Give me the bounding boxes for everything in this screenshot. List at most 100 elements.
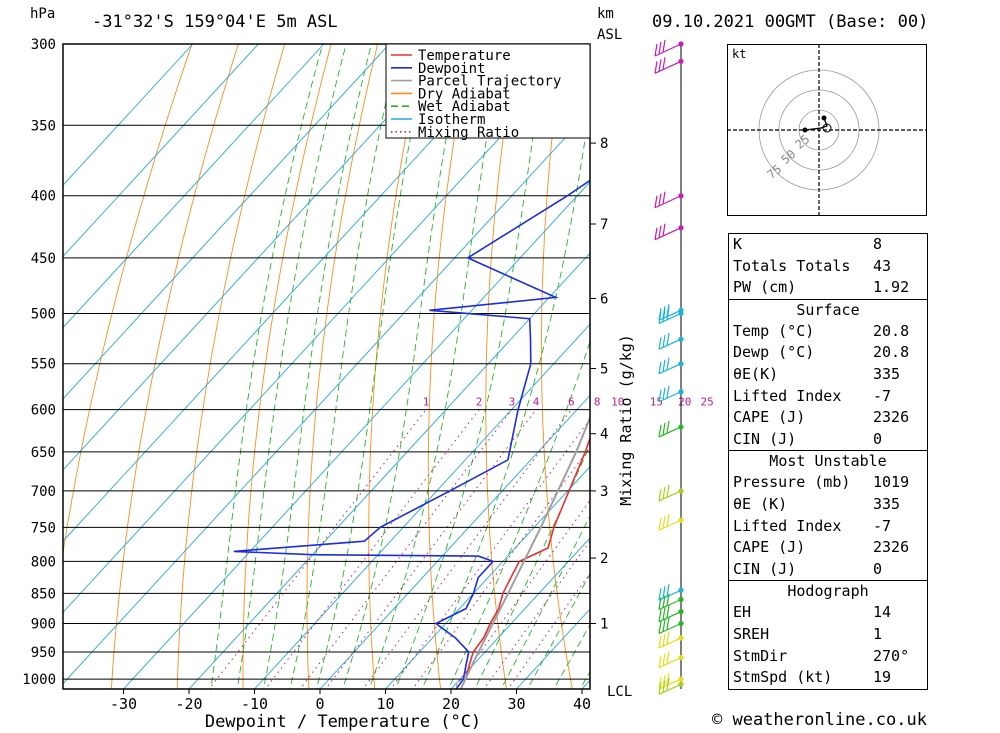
wind-barb	[658, 605, 682, 623]
wet-adiabat-line	[263, 44, 372, 689]
legend-item: Temperature	[418, 48, 511, 64]
isotherm-line	[385, 466, 590, 689]
mixing-ratio-line	[325, 409, 537, 689]
wet-adiabat-line	[289, 44, 400, 689]
km-tick-label: 1	[600, 616, 608, 632]
indices-table: K 8 Totals Totals 43 PW (cm) 1.92 Surface Tem…	[728, 233, 928, 690]
dry-adiabat-line	[176, 44, 286, 689]
surface-index-value: -7	[873, 386, 892, 405]
mixing-ratio-label: 15	[650, 396, 663, 409]
wet-adiabat-line	[368, 44, 504, 689]
index-label: Totals Totals	[733, 256, 851, 275]
surface-index-value: 20.8	[873, 343, 910, 362]
wind-barb	[658, 514, 682, 531]
wind-barb	[658, 385, 682, 403]
hodograph-section-title: Hodograph	[787, 582, 869, 601]
km-tick-label: 3	[600, 484, 608, 500]
wind-barb	[658, 651, 682, 669]
isotherm-line	[63, 44, 456, 471]
surface-index-label: Temp (°C)	[733, 321, 815, 340]
surface-index-row: θE(K) 335	[729, 364, 927, 386]
index-row: Totals Totals 43	[729, 256, 927, 278]
legend-item: Isotherm	[418, 112, 485, 128]
pressure-unit-label: hPa	[30, 6, 56, 22]
dewpoint-line	[233, 179, 590, 689]
x-axis-title: Dewpoint / Temperature (°C)	[205, 712, 481, 732]
y-tick-label: 600	[31, 403, 56, 419]
mu-index-row: Lifted Index -7	[729, 516, 927, 538]
surface-index-row: Dewp (°C) 20.8	[729, 342, 927, 364]
isotherm-line	[63, 44, 521, 542]
isotherm-line	[63, 44, 259, 258]
surface-index-value: 2326	[873, 408, 910, 427]
y-tick-label: 450	[31, 251, 56, 267]
dry-adiabat-line	[427, 44, 471, 689]
isotherm-line	[63, 44, 390, 400]
location-title: -31°32'S 159°04'E 5m ASL	[92, 12, 338, 32]
isotherm-line	[254, 323, 590, 689]
km-tick-label: 7	[600, 217, 608, 233]
legend-item: Dewpoint	[418, 61, 485, 77]
wind-barb	[654, 223, 682, 241]
y-tick-label: 950	[31, 645, 56, 661]
legend-item: Wet Adiabat	[418, 99, 511, 115]
mixing-ratio-label: 4	[533, 396, 540, 409]
surface-index-row: Lifted Index -7	[729, 386, 927, 408]
mu-index-row: CAPE (J) 2326	[729, 537, 927, 559]
legend-item: Dry Adiabat	[418, 86, 511, 102]
wet-adiabat-line	[395, 44, 549, 689]
wind-barb	[658, 678, 682, 695]
isotherm-line	[63, 44, 325, 329]
hodo-index-row: EH 14	[729, 602, 927, 624]
temperature-line	[460, 435, 590, 689]
y-tick-label: 850	[31, 586, 56, 602]
mixing-ratio-line	[264, 409, 480, 689]
mu-index-label: Lifted Index	[733, 516, 842, 535]
mu-index-value: -7	[873, 516, 892, 535]
wet-adiabat-line	[421, 105, 590, 689]
km-tick-label: 8	[600, 136, 608, 152]
x-tick-label: 0	[315, 695, 324, 713]
mixing-ratio-label: 10	[611, 396, 624, 409]
wind-barb	[658, 357, 682, 375]
mixing-ratio-label: 3	[509, 396, 516, 409]
hodo-index-value: 270°	[873, 646, 910, 665]
index-label: K	[733, 235, 743, 253]
surface-index-value: 335	[873, 364, 901, 383]
x-tick-label: 30	[507, 695, 525, 713]
mixing-ratio-axis-title: Mixing Ratio (g/kg)	[617, 334, 635, 506]
index-value: 43	[873, 256, 892, 275]
wind-barb	[658, 631, 682, 649]
surface-index-label: Lifted Index	[733, 386, 842, 405]
mu-index-label: θE (K)	[733, 494, 788, 513]
hodograph-point	[821, 115, 827, 121]
y-tick-label: 1000	[22, 672, 56, 688]
parcel-trajectory-line	[459, 415, 590, 689]
mixing-ratio-label: 1	[423, 396, 430, 409]
km-tick-label: 6	[600, 291, 608, 307]
legend-box	[385, 43, 591, 139]
isotherm-line	[63, 44, 194, 186]
wind-barb	[658, 672, 682, 690]
wind-barb	[658, 420, 682, 438]
isotherm-line	[319, 394, 590, 689]
dry-adiabat-line	[306, 44, 379, 689]
y-tick-label: 750	[31, 520, 56, 536]
hodo-index-value: 19	[873, 668, 892, 687]
surface-index-label: CIN (J)	[733, 429, 797, 448]
lcl-label: LCL	[607, 684, 632, 700]
surface-index-row: Temp (°C) 20.8	[729, 321, 927, 343]
y-tick-label: 300	[31, 37, 56, 53]
hodo-index-label: StmDir	[733, 646, 788, 665]
wind-barb	[658, 584, 682, 601]
hodo-index-label: EH	[733, 603, 752, 622]
wind-barb	[658, 484, 682, 502]
x-tick-label: 20	[442, 695, 460, 713]
datetime-label: 09.10.2021 00GMT (Base: 00)	[652, 12, 929, 32]
km-tick-label: 5	[600, 361, 608, 377]
dry-adiabat-line	[368, 44, 425, 689]
mu-index-row: CIN (J) 0	[729, 559, 927, 581]
